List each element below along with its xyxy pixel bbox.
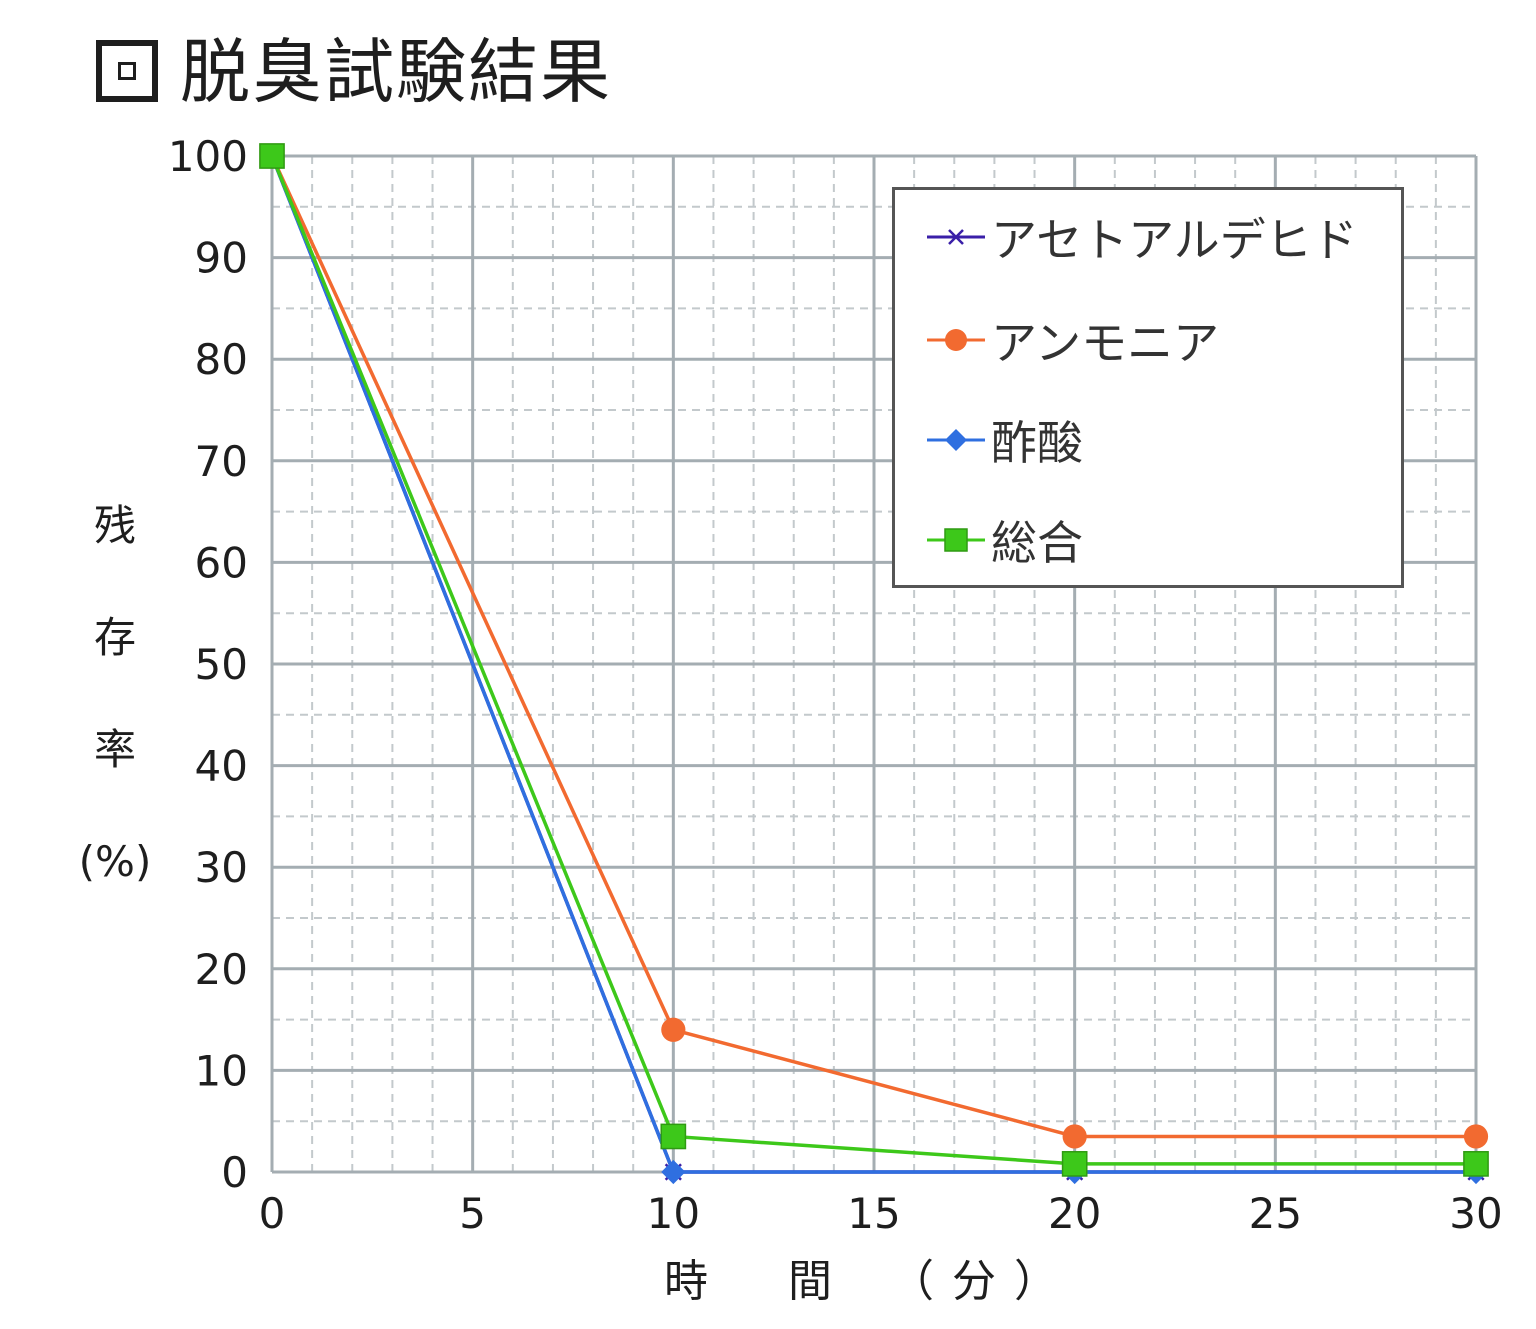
data-point	[948, 229, 964, 245]
y-axis-label: 残 存 率 (%)	[70, 470, 160, 918]
y-tick-label: 40	[195, 742, 248, 791]
x-tick-label: 25	[1249, 1189, 1302, 1238]
x-tick-label: 5	[459, 1189, 486, 1238]
legend-swatch-icon	[927, 329, 985, 351]
y-tick-label: 90	[195, 234, 248, 283]
legend-label: 総合	[991, 516, 1083, 570]
y-tick-label: 80	[195, 335, 248, 384]
data-point	[661, 1159, 686, 1185]
y-tick-label: 60	[195, 538, 248, 587]
legend-item: アンモニア	[925, 310, 1219, 370]
legend-swatch-icon	[927, 429, 985, 451]
legend-item: 酢酸	[925, 410, 1083, 470]
y-axis-label-char: 存	[93, 613, 136, 662]
y-axis-label-char: 率	[93, 725, 136, 774]
data-point	[944, 528, 968, 552]
legend: アセトアルデヒド アンモニア酢酸総合	[892, 187, 1404, 588]
x-tick-label: 30	[1449, 1189, 1502, 1238]
x-tick-label: 0	[259, 1189, 286, 1238]
x-tick-label: 10	[647, 1189, 700, 1238]
legend-swatch-icon	[927, 229, 985, 245]
y-tick-label: 30	[195, 843, 248, 892]
chart-title: 脱臭試験結果	[180, 31, 612, 113]
data-point	[661, 1017, 686, 1042]
x-tick-label: 15	[847, 1189, 900, 1238]
x-tick-label: 20	[1048, 1189, 1101, 1238]
legend-item: アセトアルデヒド	[925, 207, 1358, 267]
y-tick-label: 0	[221, 1148, 248, 1197]
title-square-icon	[96, 40, 158, 102]
y-tick-label: 10	[195, 1046, 248, 1095]
y-axis-label-char: 残	[93, 501, 136, 550]
data-point	[945, 329, 967, 351]
series-markers	[259, 143, 1489, 1185]
data-point	[1061, 1151, 1088, 1177]
x-axis-label: 時 間 （分）	[664, 1256, 1076, 1307]
y-axis-label-char: (%)	[78, 837, 152, 886]
legend-swatch-icon	[927, 528, 985, 552]
data-point	[945, 429, 967, 451]
data-point	[1463, 1151, 1489, 1177]
data-point	[1062, 1124, 1087, 1149]
data-point	[660, 1123, 687, 1150]
series-lines	[270, 155, 1476, 1174]
series-line	[270, 155, 1476, 1139]
tick-labels: 0 10 20 30 40 50 60 70 80 90 100 0 5 10 15 20 25 30	[168, 132, 1503, 1238]
legend-label: アンモニア	[991, 316, 1220, 370]
series-line	[270, 155, 1476, 1166]
series-line	[270, 155, 1476, 1174]
data-point	[259, 143, 285, 169]
y-tick-label: 100	[168, 132, 248, 181]
y-tick-label: 70	[195, 437, 248, 486]
y-tick-label: 50	[195, 640, 248, 689]
legend-item: 総合	[925, 510, 1083, 570]
legend-label: アセトアルデヒド	[991, 213, 1358, 267]
legend-label: 酢酸	[991, 416, 1083, 470]
y-tick-label: 20	[195, 945, 248, 994]
data-point	[1463, 1124, 1489, 1149]
